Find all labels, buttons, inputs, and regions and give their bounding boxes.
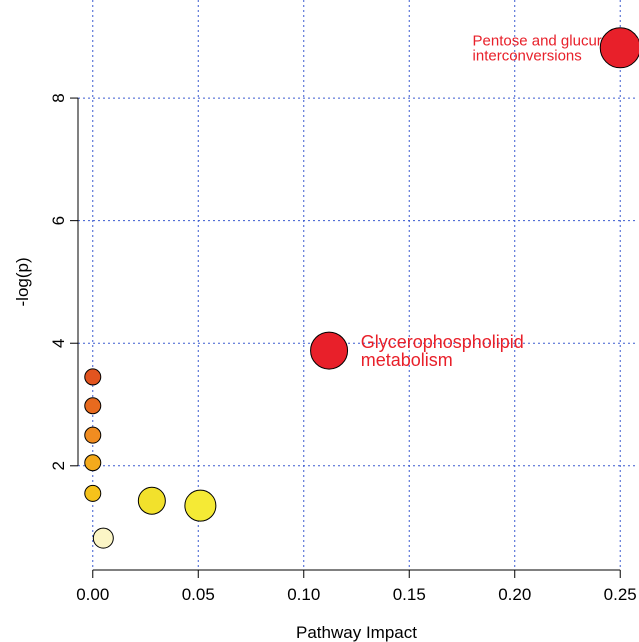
x-axis-title: Pathway Impact	[296, 623, 417, 642]
data-point	[310, 331, 349, 370]
data-point	[84, 426, 102, 444]
x-tick-label: 0.00	[76, 585, 109, 604]
y-tick-label: 8	[49, 93, 68, 102]
x-tick-label: 0.15	[393, 585, 426, 604]
y-axis-title: -log(p)	[13, 257, 32, 306]
annotation-label: metabolism	[361, 350, 453, 370]
x-tick-label: 0.05	[182, 585, 215, 604]
data-point	[84, 454, 102, 472]
annotation-label: Glycerophospholipid	[361, 332, 524, 352]
grid	[78, 0, 635, 570]
data-point	[84, 397, 102, 415]
data-point	[184, 489, 217, 522]
ticks: 0.00 0.05 0.10 0.15 0.20 0.25 2 4 6 8	[49, 93, 637, 604]
annotation-label: interconversions	[473, 48, 582, 65]
axes	[77, 98, 621, 571]
annotation-label: Pentose and glucuronate	[473, 33, 639, 50]
x-tick-label: 0.10	[287, 585, 320, 604]
data-point	[92, 527, 114, 549]
x-tick-label: 0.20	[498, 585, 531, 604]
data-point	[84, 484, 102, 502]
y-tick-label: 2	[49, 461, 68, 470]
data-point	[137, 486, 166, 515]
data-point	[84, 368, 102, 386]
data-point	[599, 27, 639, 69]
y-tick-label: 6	[49, 216, 68, 225]
x-tick-label: 0.25	[604, 585, 637, 604]
y-tick-label: 4	[49, 338, 68, 347]
data-points	[84, 27, 639, 549]
